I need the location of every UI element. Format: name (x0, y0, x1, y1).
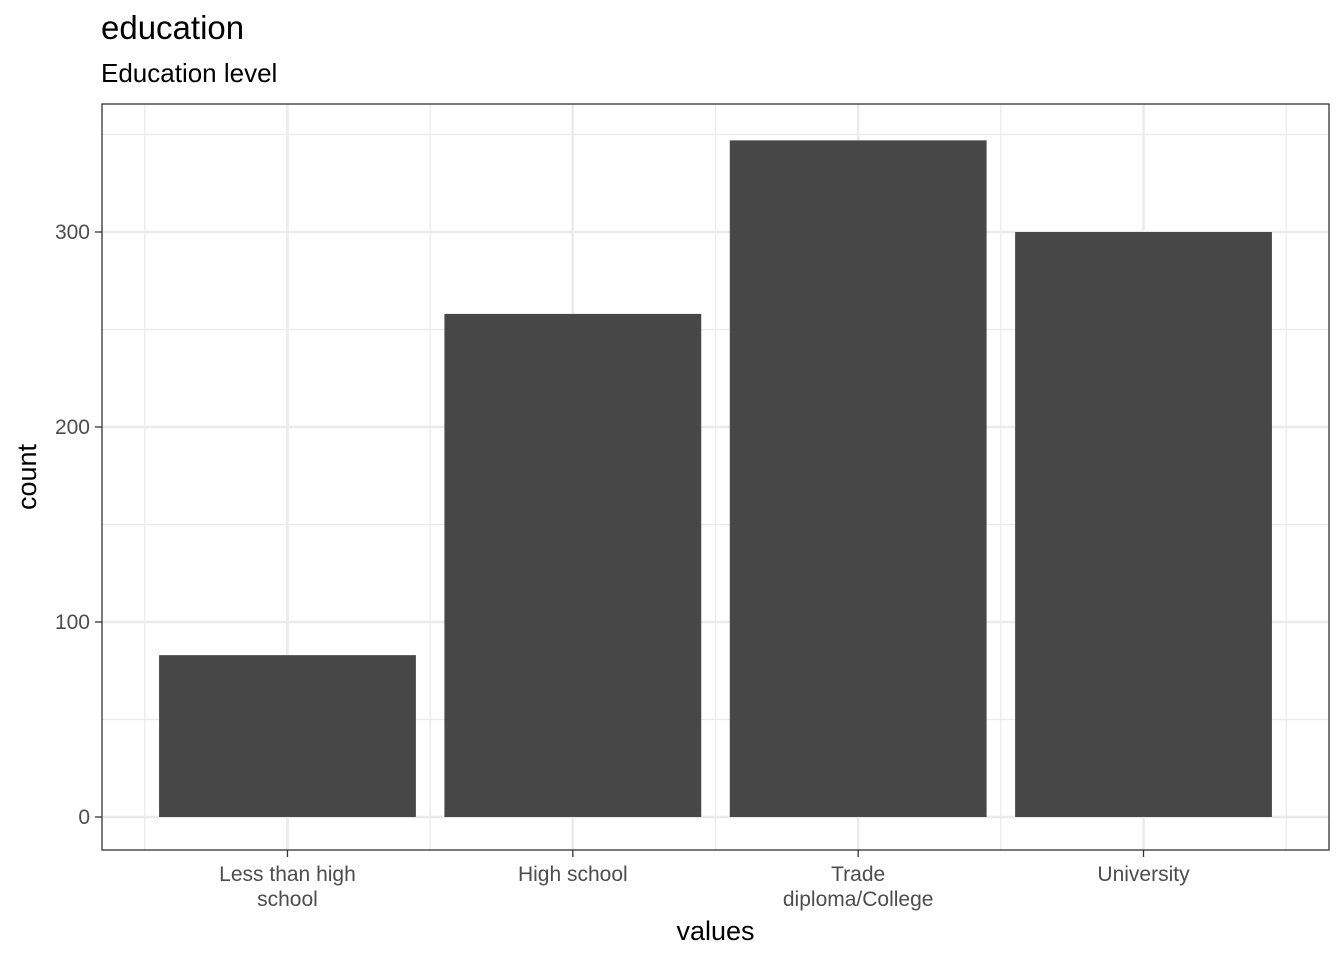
x-tick-label: school (257, 888, 318, 911)
bar (1015, 232, 1272, 817)
y-axis-title: count (12, 443, 42, 510)
bar (444, 313, 702, 817)
x-tick-label: Trade (831, 863, 885, 886)
x-tick-label: High school (518, 863, 628, 886)
chart-subtitle: Education level (101, 58, 278, 88)
y-tick-label: 300 (55, 221, 90, 244)
y-tick-label: 200 (55, 416, 90, 439)
bar (159, 655, 416, 817)
bars (159, 140, 1272, 818)
y-axis: 0 100 200 300 (55, 221, 102, 829)
y-tick-label: 100 (55, 611, 90, 634)
x-axis-title: values (676, 916, 754, 946)
y-tick-label: 0 (78, 806, 90, 829)
bar (729, 140, 987, 818)
panel-border (101, 103, 1330, 851)
x-tick-label: Less than high (219, 863, 356, 886)
chart-title: education (101, 9, 245, 46)
x-tick-label: University (1097, 863, 1190, 886)
x-tick-label: diploma/College (783, 888, 934, 911)
